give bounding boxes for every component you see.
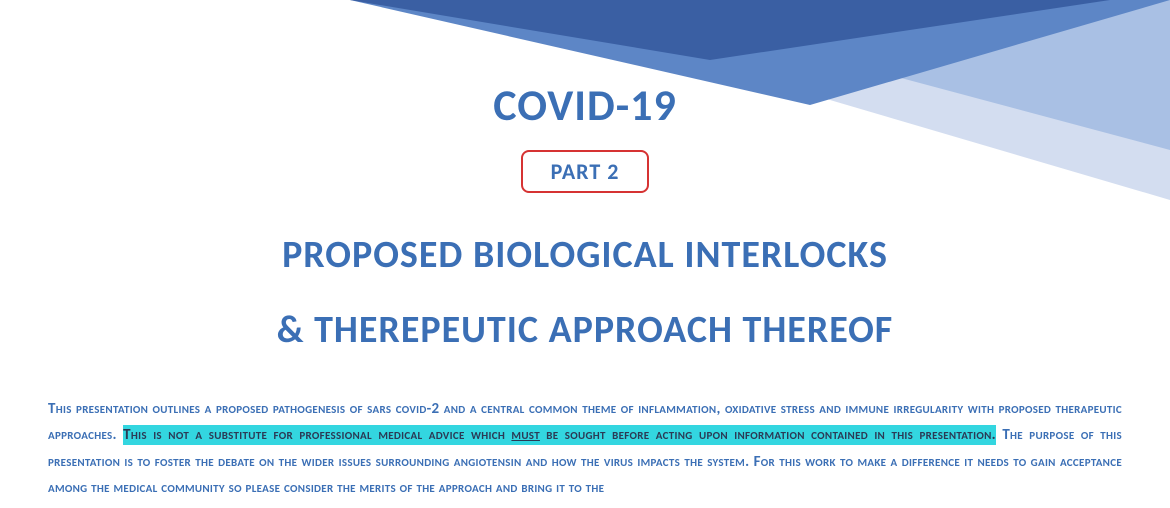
body-paragraph: This presentation outlines a proposed pa… bbox=[48, 396, 1122, 501]
title-block: COVID-19 PART 2 PROPOSED BIOLOGICAL INTE… bbox=[0, 78, 1170, 361]
subtitle-line-1: PROPOSED BIOLOGICAL INTERLOCKS bbox=[0, 225, 1170, 286]
disclaimer-highlight: This is not a substitute for professiona… bbox=[123, 425, 996, 445]
hl-pre: This is not a substitute for professiona… bbox=[123, 426, 511, 444]
subtitle-line-2: & THEREPEUTIC APPROACH THEREOF bbox=[0, 300, 1170, 361]
hl-must: must bbox=[511, 426, 540, 444]
tri-layer-1 bbox=[350, 0, 1110, 60]
title-main: COVID-19 bbox=[0, 78, 1170, 132]
part-box: PART 2 bbox=[521, 150, 650, 193]
hl-post: be sought before acting upon information… bbox=[540, 426, 996, 444]
